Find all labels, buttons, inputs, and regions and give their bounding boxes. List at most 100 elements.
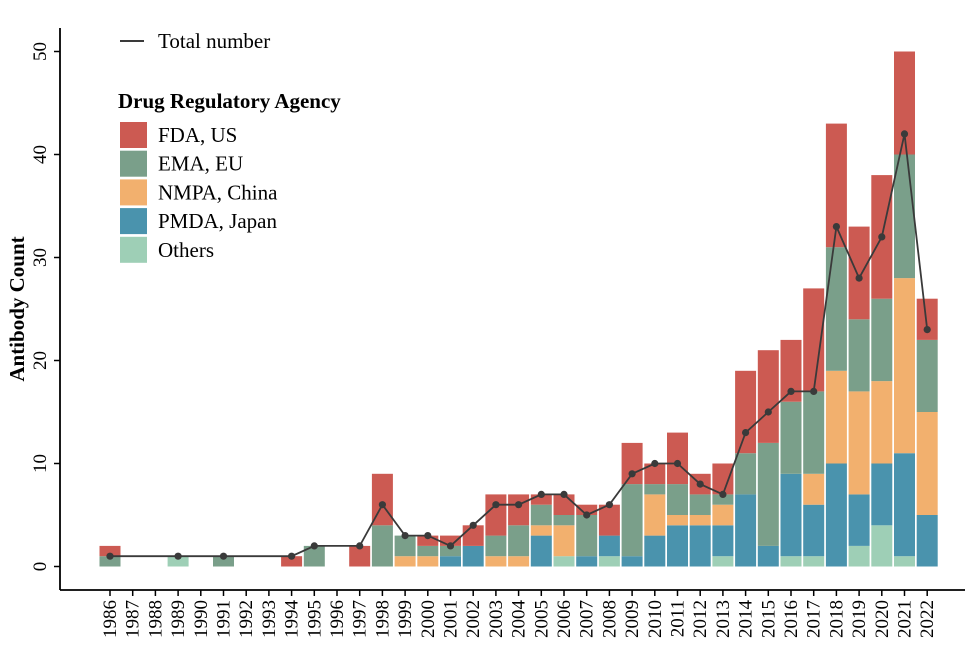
x-tick-label: 2017 <box>804 600 825 638</box>
bar-2013-fda-us <box>712 463 734 495</box>
bar-2015-ema-eu <box>757 442 779 546</box>
legend-label: PMDA, Japan <box>158 209 277 233</box>
x-tick-label: 2004 <box>509 600 530 639</box>
x-tick-label: 1992 <box>236 600 257 638</box>
y-ticks: 0 10 20 30 40 50 <box>30 42 60 571</box>
x-tick-label: 1991 <box>214 600 235 638</box>
legend-swatch <box>120 208 147 235</box>
bar-2017-ema-eu <box>803 391 825 474</box>
bar-2020-ema-eu <box>871 298 893 382</box>
bar-2011-ema-eu <box>667 484 688 515</box>
x-tick-label: 2013 <box>713 600 734 638</box>
total-point <box>900 130 909 138</box>
bar-2012-ema-eu <box>689 494 711 515</box>
x-tick-label: 2022 <box>917 600 938 638</box>
total-point <box>719 490 727 498</box>
bar-2012-nmpa-china <box>689 515 711 526</box>
total-point <box>583 511 591 519</box>
total-point <box>605 501 614 509</box>
bar-2014-ema-eu <box>735 453 757 495</box>
total-point <box>673 459 682 468</box>
bar-2009-pmda-japan <box>621 556 643 567</box>
legend-label: NMPA, China <box>158 180 278 204</box>
x-tick-label: 2006 <box>554 600 575 638</box>
bar-2000-fda-us <box>417 535 439 546</box>
bar-2006-ema-eu <box>553 515 575 526</box>
x-tick-label: 2007 <box>577 600 598 638</box>
bar-2018-pmda-japan <box>825 463 847 567</box>
bar-2000-nmpa-china <box>417 556 439 567</box>
bar-2014-pmda-japan <box>735 494 757 567</box>
bar-2006-nmpa-china <box>553 525 575 557</box>
bar-2018-ema-eu <box>825 247 847 371</box>
legend-line-label: Total number <box>158 29 270 53</box>
bar-2005-nmpa-china <box>530 525 552 536</box>
bar-2009-ema-eu <box>621 484 643 557</box>
x-tick-label: 2021 <box>895 600 916 638</box>
legend: Total number Drug Regulatory Agency FDA,… <box>118 29 341 263</box>
bar-2016-others <box>780 556 802 567</box>
bar-1999-nmpa-china <box>394 556 416 567</box>
bar-2008-others <box>598 556 620 567</box>
y-tick-label: 0 <box>30 562 51 572</box>
total-point <box>696 480 704 488</box>
bar-2007-pmda-japan <box>576 556 598 567</box>
y-tick-label: 10 <box>30 454 51 473</box>
bar-1995-ema-eu <box>303 545 325 567</box>
x-tick-label: 2011 <box>668 600 689 637</box>
x-tick-label: 2014 <box>736 600 757 639</box>
bar-2010-pmda-japan <box>644 535 666 567</box>
bar-2001-pmda-japan <box>440 556 461 567</box>
bar-2000-ema-eu <box>417 545 439 557</box>
bar-2021-fda-us <box>894 51 915 155</box>
bar-2002-pmda-japan <box>462 545 484 567</box>
x-tick-label: 1989 <box>168 600 189 638</box>
bar-2015-pmda-japan <box>757 545 779 567</box>
x-tick-label: 2009 <box>622 600 643 638</box>
bar-2007-ema-eu <box>576 515 598 557</box>
total-point <box>651 459 659 468</box>
x-tick-label: 1987 <box>123 600 144 638</box>
bar-2013-pmda-japan <box>712 525 734 557</box>
x-tick-label: 1999 <box>395 600 416 638</box>
bar-2018-nmpa-china <box>825 370 847 464</box>
total-point <box>310 542 318 550</box>
total-point <box>401 532 409 540</box>
bar-1997-fda-us <box>349 545 371 567</box>
bar-2010-ema-eu <box>644 484 666 495</box>
bar-2017-pmda-japan <box>803 504 825 557</box>
total-point <box>469 521 477 529</box>
legend-swatch <box>120 236 147 263</box>
bar-2011-pmda-japan <box>667 525 688 567</box>
bar-2005-pmda-japan <box>530 535 552 567</box>
total-point <box>106 552 114 560</box>
bar-2014-fda-us <box>735 370 757 454</box>
x-tick-label: 2015 <box>758 600 779 638</box>
total-point <box>742 429 750 437</box>
x-tick-label: 2008 <box>599 600 620 638</box>
total-point <box>356 542 364 550</box>
bar-2005-ema-eu <box>530 504 552 526</box>
bar-2013-nmpa-china <box>712 504 734 526</box>
bar-2007-fda-us <box>576 504 598 515</box>
total-point <box>810 387 818 395</box>
total-point <box>515 501 523 509</box>
bar-2005-fda-us <box>530 494 552 505</box>
bar-2015-fda-us <box>757 350 779 443</box>
legend-swatch <box>120 150 147 177</box>
bar-2021-pmda-japan <box>894 453 915 557</box>
y-axis-title: Antibody Count <box>5 236 29 381</box>
x-tick-label: 2002 <box>463 600 484 638</box>
bar-2022-pmda-japan <box>916 515 938 567</box>
bar-2013-ema-eu <box>712 494 734 505</box>
bar-2004-fda-us <box>508 494 530 526</box>
legend-label: Others <box>158 238 214 262</box>
bar-2019-nmpa-china <box>848 391 870 495</box>
x-tick-label: 2005 <box>531 600 552 638</box>
total-point <box>855 274 863 282</box>
bar-2008-pmda-japan <box>598 535 620 557</box>
bar-2008-fda-us <box>598 504 620 536</box>
x-tick-label: 2016 <box>781 600 802 638</box>
x-tick-label: 1993 <box>259 600 280 638</box>
bar-2009-fda-us <box>621 442 643 485</box>
